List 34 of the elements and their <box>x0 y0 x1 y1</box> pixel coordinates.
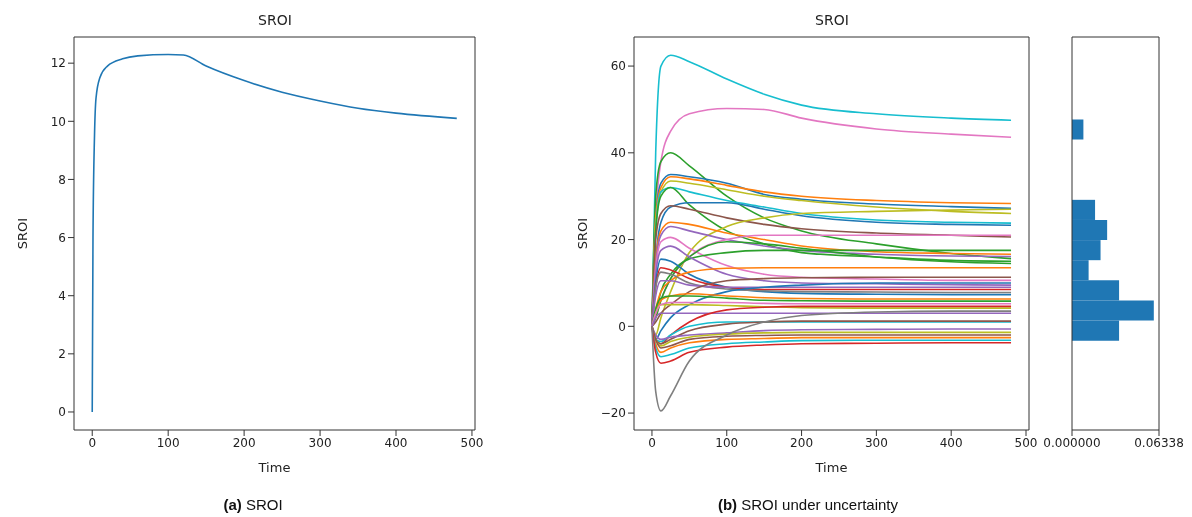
x-tick-label: 0.000000 <box>1043 435 1101 450</box>
y-tick-label: 6 <box>58 230 66 245</box>
text: (a) SROI <box>222 496 284 513</box>
y-tick-label: 0 <box>618 319 626 334</box>
y-tick-label: 2 <box>58 347 66 362</box>
y-tick-label: −20 <box>600 406 626 421</box>
x-axis-title: Time <box>814 460 848 475</box>
y-tick-label: 12 <box>50 56 66 71</box>
x-tick-label: 300 <box>864 435 888 450</box>
x-tick-label: 100 <box>156 435 180 450</box>
chart-title: SROI <box>257 12 293 28</box>
y-tick-label: 8 <box>58 172 66 187</box>
x-tick-label: 500 <box>460 435 484 450</box>
y-tick-label: 4 <box>58 288 66 303</box>
y-tick-label: 20 <box>610 232 626 247</box>
y-tick-label: 0 <box>58 405 66 420</box>
y-tick-label: 10 <box>50 114 66 129</box>
y-axis-title: SROI <box>14 217 30 250</box>
x-axis-title: Time <box>257 460 291 475</box>
x-tick-label: 100 <box>715 435 739 450</box>
x-tick-label: 0 <box>648 435 656 450</box>
x-tick-label: 300 <box>308 435 332 450</box>
x-tick-label: 0 <box>88 435 97 450</box>
x-tick-label: 400 <box>384 435 408 450</box>
y-tick-label: 60 <box>610 59 626 74</box>
x-tick-label: 0.06338 <box>1134 435 1184 450</box>
text: (b) SROI under uncertainty <box>716 496 900 513</box>
x-tick-label: 400 <box>939 435 963 450</box>
y-tick-label: 40 <box>610 146 626 161</box>
x-tick-label: 500 <box>1014 435 1038 450</box>
chart-title: SROI <box>814 12 850 28</box>
y-axis-title: SROI <box>574 217 590 250</box>
x-tick-label: 200 <box>790 435 814 450</box>
x-tick-label: 200 <box>232 435 256 450</box>
